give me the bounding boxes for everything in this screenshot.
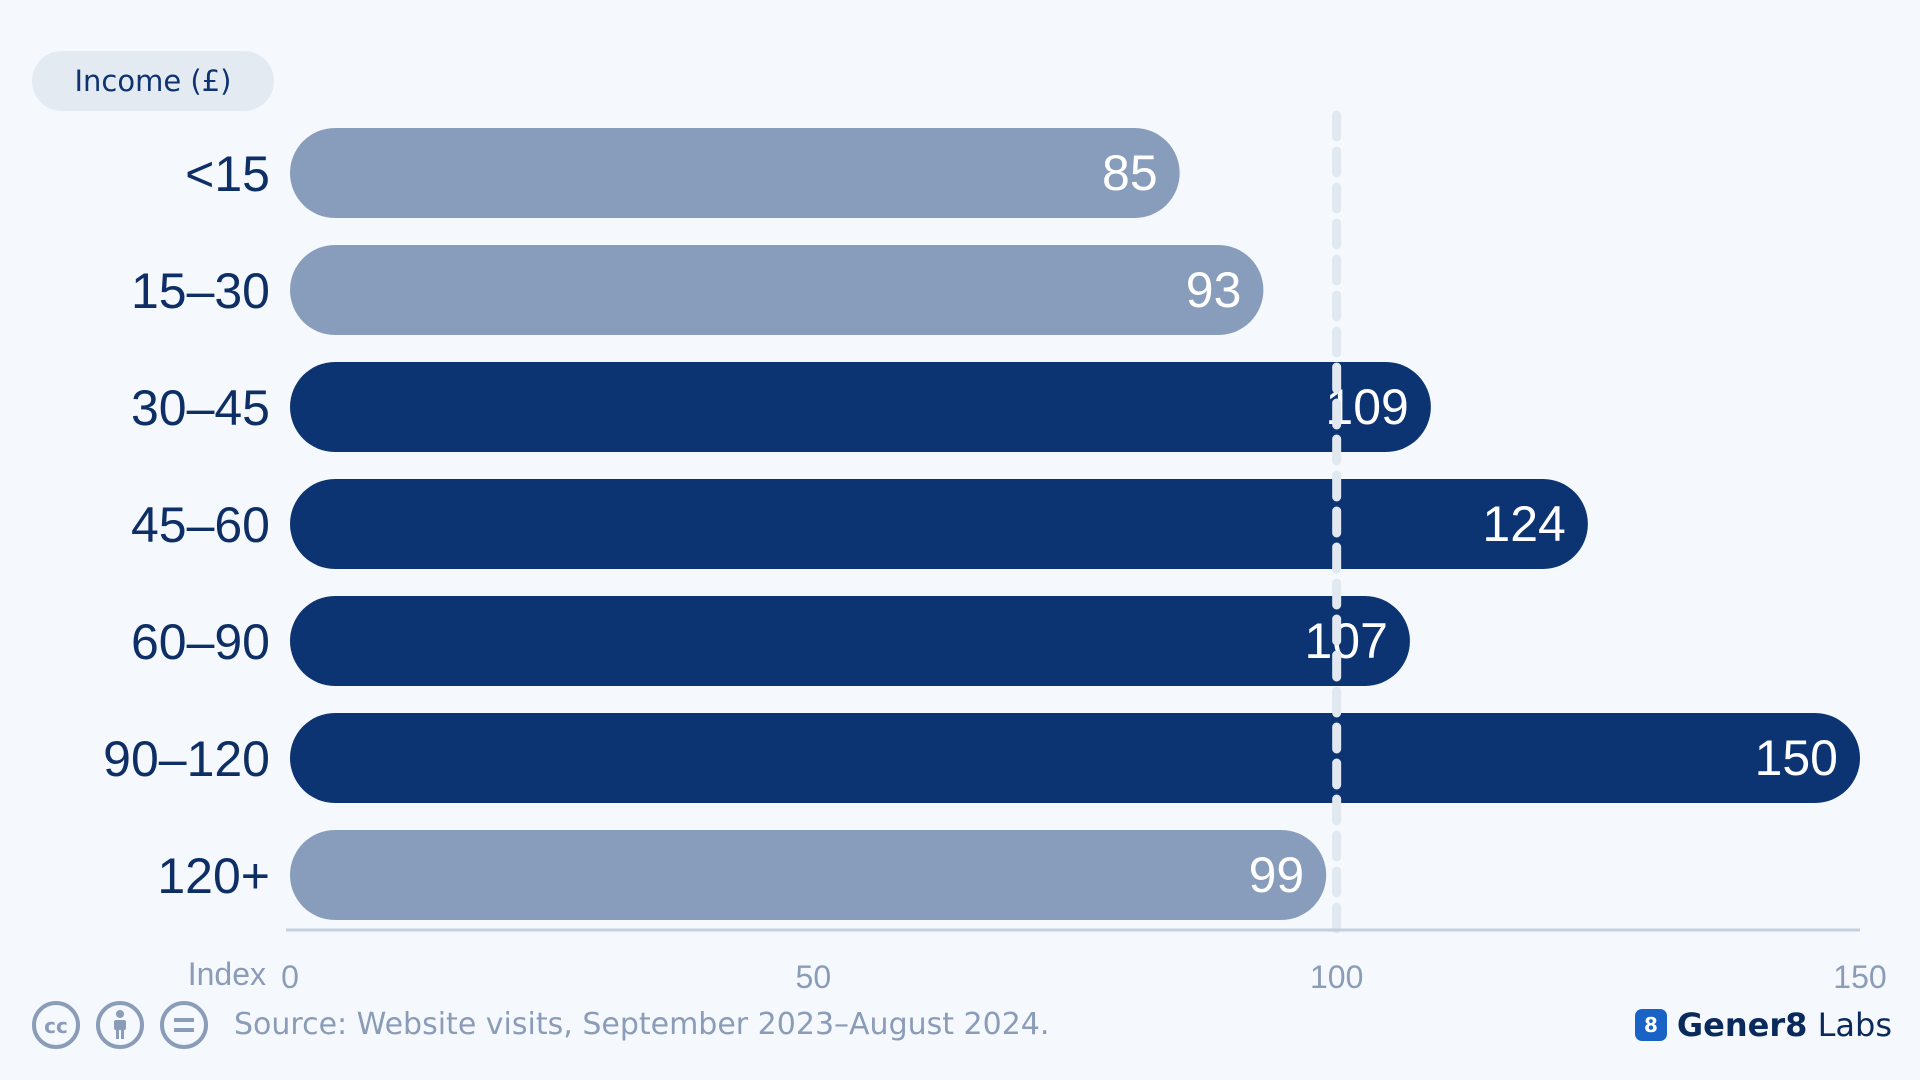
- brand-name-bold: Gener8: [1676, 1006, 1808, 1044]
- creative-commons-icon: cc: [32, 1001, 80, 1049]
- bar: [290, 830, 1327, 920]
- income-legend-pill: Income (£): [32, 51, 274, 111]
- no-derivatives-icon: [160, 1001, 208, 1049]
- category-label: 90–120: [103, 731, 270, 787]
- category-label: <15: [185, 146, 270, 202]
- bar: [290, 713, 1860, 803]
- bar-value-label: 85: [1102, 145, 1158, 201]
- brand-badge-icon: 8: [1634, 1009, 1667, 1041]
- brand-name: Gener8 Labs: [1677, 1006, 1892, 1044]
- category-label: 45–60: [131, 497, 270, 553]
- bar-value-label: 107: [1304, 613, 1387, 669]
- x-tick-label: 50: [796, 959, 832, 995]
- bar-value-label: 124: [1482, 496, 1565, 552]
- license-icons: cc: [32, 1001, 208, 1049]
- attribution-icon: [96, 1001, 144, 1049]
- category-label: 60–90: [131, 614, 270, 670]
- category-label: 30–45: [131, 380, 270, 436]
- bar: [290, 362, 1431, 452]
- bar: [290, 479, 1588, 569]
- bar-value-label: 99: [1249, 847, 1305, 903]
- brand-logo: 8 Gener8 Labs: [1634, 995, 1892, 1055]
- x-tick-label: 150: [1833, 959, 1886, 995]
- bar: [290, 245, 1264, 335]
- bar-chart: 85<159315–3010930–4512445–6010760–901509…: [103, 110, 1887, 995]
- x-tick-label: 0: [281, 959, 299, 995]
- brand-name-rest: Labs: [1807, 1006, 1892, 1044]
- x-axis-title: Index: [188, 956, 266, 992]
- bar: [290, 596, 1410, 686]
- category-label: 15–30: [131, 263, 270, 319]
- bar-value-label: 93: [1186, 262, 1242, 318]
- svg-text:cc: cc: [44, 1014, 68, 1038]
- category-label: 120+: [157, 848, 270, 904]
- bar-value-label: 150: [1755, 730, 1838, 786]
- x-tick-label: 100: [1310, 959, 1363, 995]
- source-note: Source: Website visits, September 2023–A…: [234, 1007, 1050, 1042]
- bar: [290, 128, 1180, 218]
- footer: cc Source: Website visits, September 202…: [0, 995, 1920, 1055]
